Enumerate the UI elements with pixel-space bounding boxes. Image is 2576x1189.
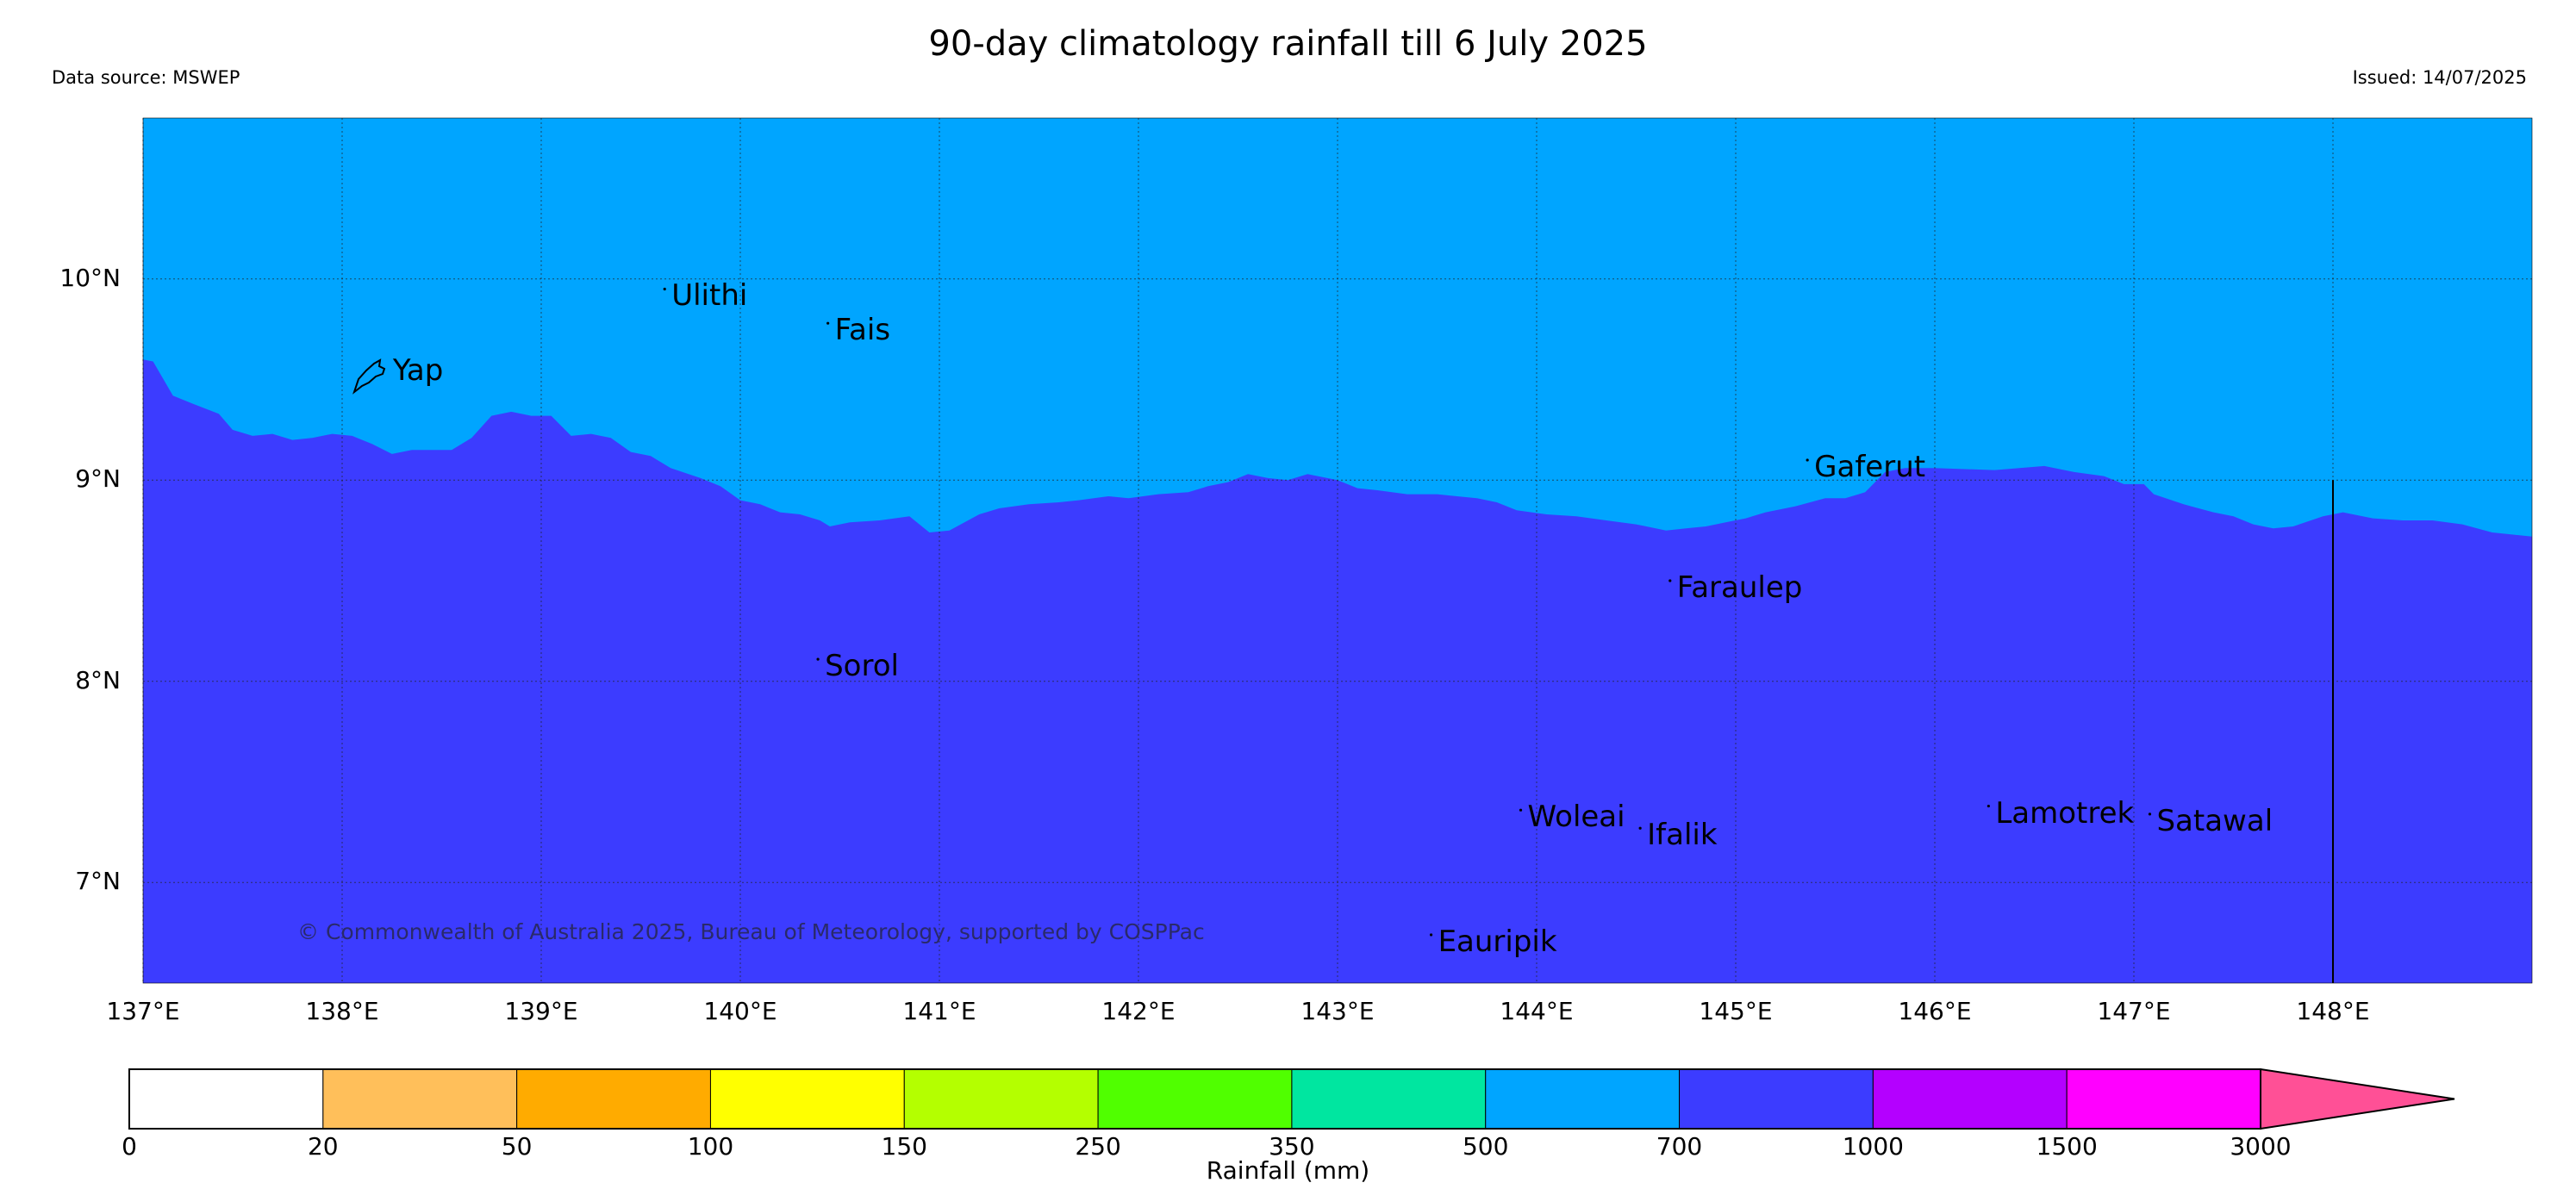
place-label-lamotrek: Lamotrek bbox=[1995, 795, 2135, 831]
place-label-ulithi: Ulithi bbox=[671, 278, 748, 314]
colorbar-tick-label: 100 bbox=[687, 1132, 734, 1161]
x-tick-label: 141°E bbox=[902, 997, 976, 1025]
y-tick-label: 8°N bbox=[75, 665, 121, 694]
y-tick-label: 9°N bbox=[75, 464, 121, 494]
island-dot bbox=[2148, 812, 2152, 816]
colorbar-cell bbox=[322, 1068, 518, 1130]
colorbar-tick-label: 150 bbox=[881, 1132, 927, 1161]
colorbar-extend-arrow bbox=[2260, 1068, 2455, 1130]
colorbar-tick-label: 1000 bbox=[1842, 1132, 1904, 1161]
island-dot bbox=[1519, 808, 1523, 812]
island-dot bbox=[816, 657, 820, 661]
y-tick-label: 10°N bbox=[59, 263, 121, 292]
yap-island-outline bbox=[352, 358, 386, 395]
colorbar-cell bbox=[516, 1068, 711, 1130]
island-dot bbox=[1806, 458, 1809, 462]
place-label-eauripik: Eauripik bbox=[1438, 924, 1557, 959]
x-tick-label: 144°E bbox=[1500, 997, 1574, 1025]
x-tick-label: 148°E bbox=[2296, 997, 2370, 1025]
colorbar-frame bbox=[128, 1068, 2261, 1130]
colorbar-tick-label: 50 bbox=[501, 1132, 533, 1161]
colorbar-tick-label: 250 bbox=[1075, 1132, 1121, 1161]
colorbar-tick-label: 3000 bbox=[2230, 1132, 2292, 1161]
chart-title: 90-day climatology rainfall till 6 July … bbox=[928, 24, 1648, 64]
x-tick-label: 145°E bbox=[1699, 997, 1773, 1025]
x-tick-label: 140°E bbox=[703, 997, 777, 1025]
island-dot bbox=[1668, 579, 1672, 582]
issued-date-label: Issued: 14/07/2025 bbox=[2352, 67, 2527, 88]
colorbar-cells bbox=[128, 1068, 2261, 1130]
colorbar-cell bbox=[128, 1068, 324, 1130]
colorbar-cell bbox=[2066, 1068, 2261, 1130]
island-markers bbox=[352, 287, 2152, 937]
place-label-sorol: Sorol bbox=[825, 649, 899, 684]
place-label-yap: Yap bbox=[392, 352, 444, 388]
place-label-ifalik: Ifalik bbox=[1647, 818, 1718, 853]
island-dot bbox=[1987, 804, 1990, 808]
x-tick-label: 146°E bbox=[1898, 997, 1972, 1025]
colorbar-cell bbox=[1291, 1068, 1487, 1130]
colorbar-tick-label: 0 bbox=[122, 1132, 137, 1161]
map-frame bbox=[142, 117, 2533, 984]
x-tick-label: 142°E bbox=[1101, 997, 1176, 1025]
y-tick-label: 7°N bbox=[75, 867, 121, 896]
x-tick-label: 138°E bbox=[305, 997, 379, 1025]
x-tick-label: 137°E bbox=[106, 997, 180, 1025]
x-tick-label: 139°E bbox=[504, 997, 578, 1025]
colorbar-label: Rainfall (mm) bbox=[1206, 1156, 1370, 1185]
island-dot bbox=[826, 321, 830, 325]
colorbar-cell bbox=[903, 1068, 1099, 1130]
colorbar-tick-label: 500 bbox=[1462, 1132, 1509, 1161]
colorbar-cell bbox=[1679, 1068, 1874, 1130]
island-dot bbox=[1429, 933, 1433, 937]
rainfall-map bbox=[142, 117, 2533, 984]
place-label-fais: Fais bbox=[834, 313, 891, 348]
island-dot bbox=[663, 287, 666, 291]
place-label-woleai: Woleai bbox=[1527, 800, 1625, 835]
place-label-satawal: Satawal bbox=[2156, 803, 2273, 838]
colorbar-cell bbox=[1485, 1068, 1681, 1130]
data-source-label: Data source: MSWEP bbox=[52, 67, 240, 88]
x-tick-label: 147°E bbox=[2097, 997, 2171, 1025]
colorbar-tick-label: 1500 bbox=[2036, 1132, 2098, 1161]
place-label-gaferut: Gaferut bbox=[1814, 449, 1926, 484]
colorbar-tick-label: 700 bbox=[1656, 1132, 1703, 1161]
colorbar-tick-label: 20 bbox=[307, 1132, 339, 1161]
colorbar-cell bbox=[1097, 1068, 1293, 1130]
place-label-faraulep: Faraulep bbox=[1676, 570, 1803, 606]
colorbar-tick-label: 350 bbox=[1269, 1132, 1315, 1161]
colorbar-cell bbox=[1872, 1068, 2068, 1130]
colorbar-cell bbox=[709, 1068, 905, 1130]
copyright-notice: © Commonwealth of Australia 2025, Bureau… bbox=[297, 919, 1205, 944]
x-tick-label: 143°E bbox=[1300, 997, 1375, 1025]
island-dot bbox=[1638, 826, 1642, 830]
